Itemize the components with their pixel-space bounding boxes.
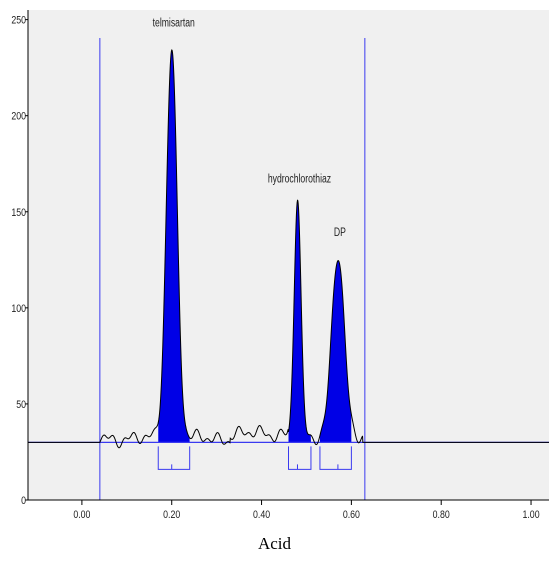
x-tick-label: 0.20 [163, 509, 181, 521]
integration-mark-3 [319, 446, 352, 470]
x-tick-label: 0.40 [253, 509, 271, 521]
x-tick-label: 1.00 [522, 509, 540, 521]
x-tick-label: 0.60 [343, 509, 361, 521]
peak-area-3 [319, 260, 352, 443]
figure-caption: Acid [257, 534, 292, 553]
peak-label-1: telmisartan [153, 17, 195, 30]
peak-area-2 [288, 200, 311, 443]
y-tick-label: 200 [11, 111, 26, 123]
densitogram-chart: 0.00 0.20 0.40 0.60 0.80 1.00 0 50 100 150 200 250… [11, 10, 549, 521]
peak-label-3: DP [334, 227, 346, 240]
y-tick-label: 100 [11, 303, 26, 315]
y-tick-label: 250 [11, 15, 26, 27]
signal-trace [28, 49, 549, 449]
x-tick-label: 0.00 [73, 509, 91, 521]
y-tick-label: 150 [11, 207, 26, 219]
integration-mark-1 [157, 446, 191, 470]
x-tick-label: 0.80 [433, 509, 451, 521]
peak-area-1 [158, 49, 190, 443]
plot-background [28, 10, 549, 500]
peak-label-2: hydrochlorothiaz [268, 173, 331, 186]
y-tick-label: 0 [21, 495, 26, 507]
y-tick-label: 50 [16, 399, 26, 411]
integration-mark-2 [288, 446, 312, 470]
